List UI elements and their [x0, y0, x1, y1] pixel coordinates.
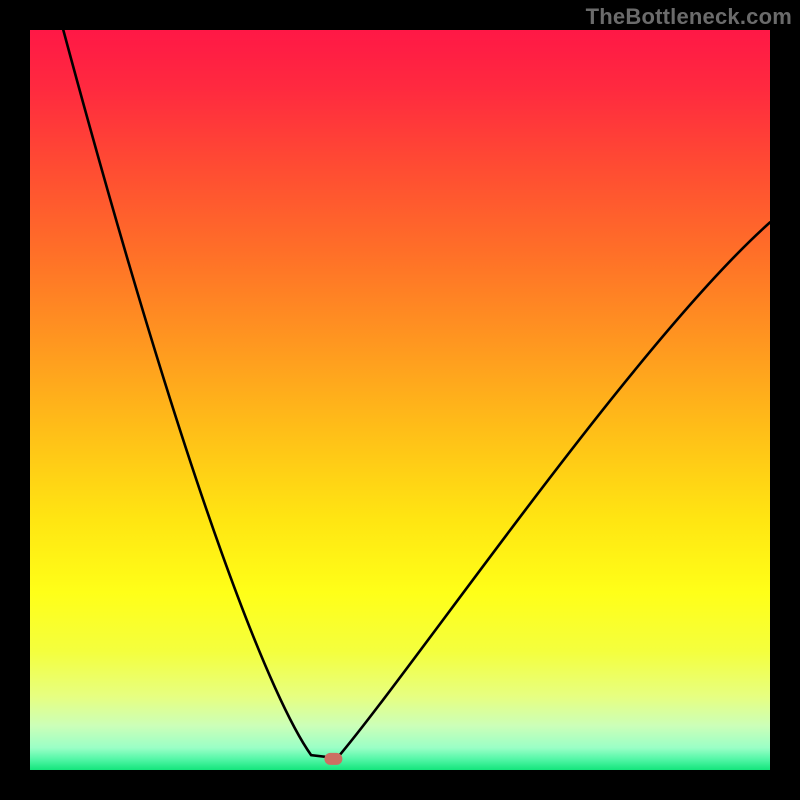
chart-frame: TheBottleneck.com: [0, 0, 800, 800]
plot-background: [30, 30, 770, 770]
bottleneck-chart: [0, 0, 800, 800]
optimal-point-marker: [324, 753, 342, 765]
watermark-text: TheBottleneck.com: [586, 4, 792, 30]
